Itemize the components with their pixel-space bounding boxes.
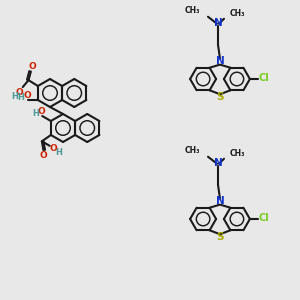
Text: CH₃: CH₃ <box>184 146 200 155</box>
Text: H: H <box>32 109 39 118</box>
Text: N: N <box>216 56 224 66</box>
Text: O: O <box>23 91 31 100</box>
Text: CH₃: CH₃ <box>184 6 200 15</box>
Text: Cl: Cl <box>259 73 269 83</box>
Text: N: N <box>216 196 224 206</box>
Text: O: O <box>16 88 24 97</box>
Text: N: N <box>214 18 222 28</box>
Text: O: O <box>37 106 45 116</box>
Text: CH₃: CH₃ <box>230 9 245 18</box>
Text: Cl: Cl <box>259 213 269 223</box>
Text: CH₃: CH₃ <box>230 149 245 158</box>
Text: H: H <box>17 92 24 101</box>
Text: O: O <box>28 62 36 71</box>
Text: H: H <box>55 148 62 157</box>
Text: N: N <box>214 158 222 168</box>
Text: O: O <box>50 144 58 153</box>
Text: O: O <box>40 151 47 160</box>
Text: S: S <box>216 232 224 242</box>
Text: S: S <box>216 92 224 102</box>
Text: H: H <box>11 92 18 100</box>
